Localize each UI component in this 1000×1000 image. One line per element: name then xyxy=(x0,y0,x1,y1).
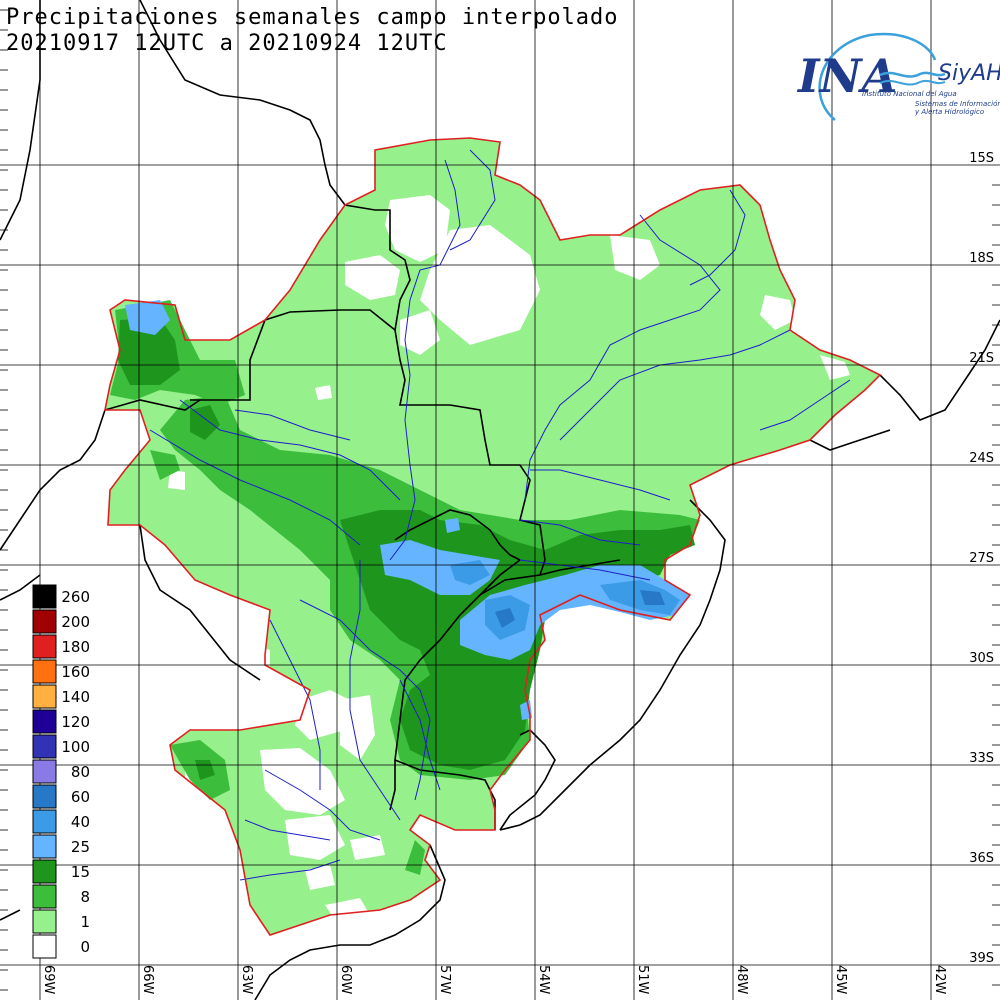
legend-label: 80 xyxy=(71,763,90,781)
legend-swatch xyxy=(32,859,57,884)
latitude-label: 18S xyxy=(969,251,994,266)
latitude-labels: 15S 18S 21S 24S 27S 30S 33S 36S 39S xyxy=(969,151,994,966)
legend-swatch xyxy=(32,709,57,734)
latitude-label: 33S xyxy=(969,751,994,766)
legend-swatch xyxy=(32,684,57,709)
legend-label: 120 xyxy=(61,713,90,731)
legend-label: 180 xyxy=(61,638,90,656)
legend-swatch xyxy=(32,934,57,959)
legend-label: 15 xyxy=(71,863,90,881)
legend-swatch xyxy=(32,659,57,684)
rain-zone-60mm xyxy=(495,590,665,628)
longitude-label: 54W xyxy=(536,965,551,995)
latitude-label: 27S xyxy=(969,551,994,566)
map-title: Precipitaciones semanales campo interpol… xyxy=(6,5,619,30)
latitude-label: 39S xyxy=(969,951,994,966)
legend-label: 25 xyxy=(71,838,90,856)
color-legend: 260 200 180 160 140 120 100 80 60 40 25 15 8 1 0 xyxy=(32,584,90,959)
legend-swatch xyxy=(32,909,57,934)
longitude-label: 63W xyxy=(239,965,254,995)
longitude-label: 48W xyxy=(734,965,749,995)
latitude-label: 24S xyxy=(969,451,994,466)
latitude-label: 30S xyxy=(969,651,994,666)
coastline xyxy=(879,319,1000,421)
ina-siyah-logo: INA SiyAH Instituto Nacional del Agua Si… xyxy=(796,32,1000,121)
longitude-labels: 69W 66W 63W 60W 57W 54W 51W 48W 45W 42W xyxy=(41,965,947,995)
latitude-label: 36S xyxy=(969,851,994,866)
logo-org-name: Instituto Nacional del Agua xyxy=(862,90,957,98)
legend-swatch xyxy=(32,784,57,809)
latitude-label: 15S xyxy=(969,151,994,166)
legend-swatch xyxy=(32,809,57,834)
longitude-label: 69W xyxy=(41,965,56,995)
legend-label: 40 xyxy=(71,813,90,831)
legend-swatch xyxy=(32,634,57,659)
rivers xyxy=(149,149,851,881)
legend-swatch xyxy=(32,884,57,909)
logo-subtitle-2: y Alerta Hidrológico xyxy=(914,108,984,116)
basin-outline xyxy=(104,137,882,936)
longitude-label: 45W xyxy=(833,965,848,995)
legend-label: 160 xyxy=(61,663,90,681)
logo-subtitle-1: Sistemas de Información xyxy=(915,100,1000,108)
legend-swatch xyxy=(32,584,57,609)
logo-brand: INA xyxy=(796,49,897,103)
legend-swatch xyxy=(32,834,57,859)
longitude-label: 66W xyxy=(140,965,155,995)
legend-label: 60 xyxy=(71,788,90,806)
legend-label: 200 xyxy=(61,613,90,631)
longitude-label: 60W xyxy=(338,965,353,995)
legend-label: 8 xyxy=(80,888,90,906)
legend-swatch xyxy=(32,734,57,759)
map-date-range: 20210917 12UTC a 20210924 12UTC xyxy=(6,31,448,56)
longitude-label: 42W xyxy=(932,965,947,995)
legend-label: 260 xyxy=(61,588,90,606)
longitude-label: 57W xyxy=(437,965,452,995)
legend-swatch xyxy=(32,759,57,784)
legend-label: 1 xyxy=(80,913,90,931)
legend-label: 100 xyxy=(61,738,90,756)
legend-swatch xyxy=(32,609,57,634)
longitude-label: 51W xyxy=(635,965,650,995)
legend-label: 0 xyxy=(80,938,90,956)
logo-product: SiyAH xyxy=(938,61,1000,86)
latitude-label: 21S xyxy=(969,351,994,366)
legend-label: 140 xyxy=(61,688,90,706)
precipitation-field xyxy=(105,138,880,935)
